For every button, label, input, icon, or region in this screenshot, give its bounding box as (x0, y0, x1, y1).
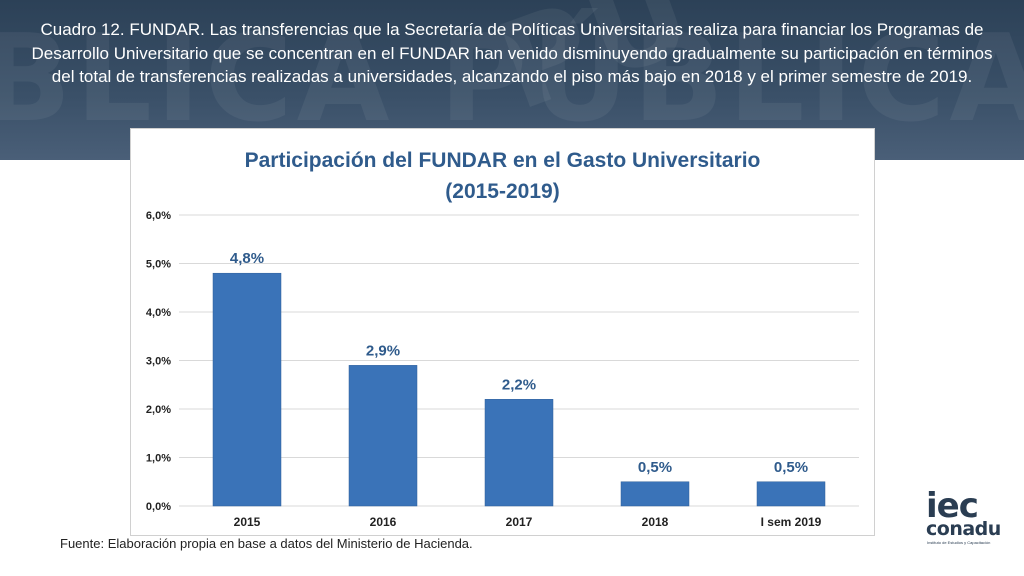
data-label: 0,5% (638, 459, 672, 476)
x-tick-label: 2017 (506, 515, 533, 529)
x-tick-label: 2018 (642, 515, 669, 529)
logo-text-conadu: conadu (926, 518, 1001, 540)
y-tick-label: 1,0% (146, 453, 171, 465)
y-tick-label: 3,0% (146, 356, 171, 368)
slide-caption: Cuadro 12. FUNDAR. Las transferencias qu… (31, 20, 993, 86)
background-watermark: BLICA PÚBLICA (0, 10, 1024, 149)
bar-chart: 0,0% 1,0% 2,0% 3,0% 4,0% 5,0% 6,0% 4,8% 2015 2,9%… (146, 210, 859, 529)
y-tick-label: 2,0% (146, 404, 171, 416)
data-label: 2,9% (366, 342, 400, 359)
bar (212, 272, 282, 507)
chart-title-line1: Participación del FUNDAR en el Gasto Uni… (244, 149, 761, 172)
bar (756, 481, 826, 507)
data-label: 4,8% (230, 250, 264, 267)
bar (620, 481, 690, 507)
chart-title: Participación del FUNDAR en el Gasto Uni… (131, 145, 874, 207)
y-tick-label: 5,0% (146, 259, 171, 271)
iec-conadu-logo: iec conadu Instituto de Estudios y Capac… (924, 486, 1004, 548)
data-label: 2,2% (502, 376, 536, 393)
logo-text-iec: iec (926, 486, 979, 526)
y-tick-label: 6,0% (146, 210, 171, 222)
bar (484, 399, 554, 507)
bar (348, 365, 418, 507)
logo-subtitle: Instituto de Estudios y Capacitación (927, 540, 991, 545)
y-tick-label: 0,0% (146, 501, 171, 513)
chart-title-line2: (2015-2019) (445, 180, 560, 203)
source-note: Fuente: Elaboración propia en base a dat… (60, 536, 473, 551)
data-label: 0,5% (774, 459, 808, 476)
x-tick-label: 2016 (370, 515, 397, 529)
x-tick-label: I sem 2019 (761, 515, 822, 529)
x-tick-label: 2015 (234, 515, 261, 529)
chart-container: Participación del FUNDAR en el Gasto Uni… (130, 128, 875, 536)
y-tick-label: 4,0% (146, 307, 171, 319)
